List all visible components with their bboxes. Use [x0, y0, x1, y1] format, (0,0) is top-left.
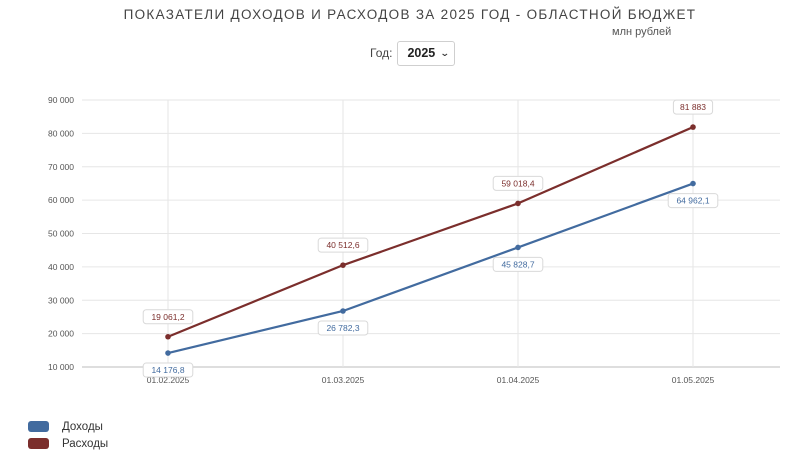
chevron-down-icon: ⌄ [439, 47, 450, 58]
data-label-expenses: 81 883 [680, 102, 706, 112]
x-tick-label: 01.04.2025 [497, 375, 540, 385]
data-label-box-expenses [142, 309, 194, 325]
y-tick-label: 20 000 [48, 329, 74, 339]
data-label-box-income [667, 193, 719, 209]
data-label-income: 14 176,8 [151, 365, 184, 375]
data-label-expenses: 59 018,4 [501, 178, 534, 188]
y-tick-label: 40 000 [48, 262, 74, 272]
y-tick-label: 70 000 [48, 162, 74, 172]
data-label-income: 45 828,7 [501, 259, 534, 269]
series-line-income [167, 182, 694, 355]
y-tick-label: 80 000 [48, 128, 74, 138]
year-select-value: 2025 [407, 46, 436, 60]
data-label-box-expenses [672, 99, 714, 115]
data-point-income [165, 350, 171, 356]
legend-item-income[interactable]: Доходы [28, 418, 108, 435]
x-tick-label: 01.03.2025 [322, 375, 365, 385]
year-label: Год: [370, 46, 393, 60]
legend: Доходы Расходы [28, 418, 108, 452]
unit-label: млн рублей [612, 26, 672, 38]
y-tick-label: 50 000 [48, 229, 74, 239]
data-point-income [515, 244, 521, 251]
data-label-income: 26 782,3 [326, 323, 359, 333]
data-label-expenses: 19 061,2 [151, 312, 184, 322]
x-tick-label: 01.02.2025 [147, 375, 190, 385]
data-point-expenses [340, 262, 346, 268]
legend-swatch-expenses [28, 438, 49, 449]
data-label-income: 64 962,1 [676, 196, 709, 206]
year-select[interactable]: 2025 ⌄ [397, 40, 456, 66]
legend-item-expenses[interactable]: Расходы [28, 435, 108, 452]
data-label-box-income [142, 362, 194, 378]
data-point-expenses [165, 333, 171, 340]
data-point-income [690, 180, 696, 187]
data-label-box-income [492, 256, 544, 272]
data-point-expenses [515, 200, 521, 207]
data-label-box-expenses [492, 175, 544, 191]
data-point-expenses [690, 124, 696, 130]
y-tick-label: 10 000 [48, 362, 74, 372]
data-label-box-income [317, 320, 369, 336]
year-filter: Год: 2025 ⌄ [370, 40, 456, 66]
legend-swatch-income [28, 421, 49, 432]
x-tick-label: 01.05.2025 [672, 375, 715, 385]
y-tick-label: 30 000 [48, 295, 74, 305]
data-label-box-expenses [317, 237, 369, 253]
data-point-income [340, 308, 346, 314]
legend-label-income: Доходы [62, 420, 103, 433]
y-tick-label: 60 000 [48, 195, 74, 205]
data-label-expenses: 40 512,6 [326, 240, 359, 250]
legend-label-expenses: Расходы [62, 437, 109, 450]
y-tick-label: 90 000 [48, 95, 74, 105]
series-line-expenses [167, 126, 694, 338]
chart-title: ПОКАЗАТЕЛИ ДОХОДОВ И РАСХОДОВ ЗА 2025 ГО… [123, 7, 697, 22]
